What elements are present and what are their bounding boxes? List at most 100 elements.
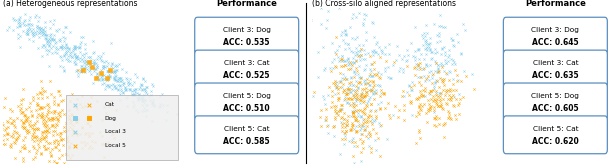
Point bbox=[336, 121, 346, 124]
Point bbox=[41, 139, 51, 142]
Point bbox=[334, 114, 343, 116]
Point bbox=[116, 99, 125, 102]
Point bbox=[340, 60, 349, 62]
Point bbox=[133, 98, 143, 101]
Point bbox=[461, 75, 471, 78]
Point bbox=[75, 46, 84, 48]
Point bbox=[59, 54, 69, 57]
Point bbox=[12, 117, 22, 120]
Point bbox=[116, 77, 125, 80]
Point bbox=[373, 83, 382, 86]
Point bbox=[2, 133, 12, 135]
Point bbox=[358, 23, 368, 26]
Point bbox=[341, 93, 351, 95]
Point bbox=[33, 46, 43, 49]
Point bbox=[389, 113, 398, 116]
Point bbox=[41, 148, 51, 151]
Point bbox=[99, 61, 109, 63]
Point bbox=[140, 99, 149, 102]
Point bbox=[401, 48, 411, 51]
Point bbox=[32, 104, 42, 107]
Point bbox=[64, 118, 74, 121]
Point bbox=[361, 0, 371, 3]
Point bbox=[72, 118, 81, 121]
Point bbox=[45, 20, 54, 23]
Point bbox=[104, 73, 114, 76]
Point bbox=[414, 105, 424, 108]
Point bbox=[43, 103, 53, 106]
Point bbox=[367, 49, 376, 52]
Point bbox=[343, 114, 353, 117]
Point bbox=[44, 127, 54, 130]
Point bbox=[410, 50, 420, 52]
Point bbox=[32, 116, 42, 118]
Point bbox=[17, 125, 27, 128]
Point bbox=[335, 109, 345, 111]
Point bbox=[351, 98, 361, 101]
Point bbox=[77, 58, 87, 60]
Point bbox=[40, 33, 50, 35]
Point bbox=[351, 131, 360, 134]
Point bbox=[45, 118, 55, 121]
Point bbox=[76, 70, 86, 72]
Point bbox=[70, 44, 80, 47]
Point bbox=[0, 143, 9, 145]
Point bbox=[50, 103, 59, 106]
Point bbox=[97, 79, 107, 82]
Point bbox=[424, 91, 434, 94]
Point bbox=[38, 29, 48, 32]
Point bbox=[2, 137, 12, 140]
Point bbox=[341, 92, 351, 95]
Point bbox=[61, 51, 71, 54]
Point bbox=[334, 45, 343, 47]
Point bbox=[431, 114, 441, 117]
Point bbox=[355, 129, 365, 132]
Point bbox=[346, 90, 356, 93]
Point bbox=[56, 46, 65, 48]
Point bbox=[116, 93, 125, 95]
Point bbox=[340, 33, 349, 36]
Point bbox=[45, 79, 54, 82]
Point bbox=[48, 117, 58, 119]
Point bbox=[384, 53, 394, 56]
Point bbox=[62, 139, 72, 142]
Point bbox=[53, 142, 63, 145]
Point bbox=[64, 60, 73, 63]
Point bbox=[355, 94, 365, 97]
Point bbox=[438, 89, 448, 91]
Point bbox=[72, 55, 82, 58]
Point bbox=[89, 63, 99, 66]
Point bbox=[69, 105, 79, 107]
Point bbox=[6, 142, 16, 145]
Point bbox=[137, 110, 147, 113]
Point bbox=[102, 70, 112, 73]
Point bbox=[45, 38, 54, 40]
Point bbox=[24, 33, 34, 35]
Point bbox=[42, 115, 51, 118]
Point bbox=[57, 46, 67, 48]
Point bbox=[438, 63, 448, 66]
Point bbox=[42, 53, 52, 56]
Point bbox=[139, 110, 149, 113]
Point bbox=[62, 135, 72, 138]
Point bbox=[56, 132, 65, 134]
Point bbox=[432, 51, 442, 53]
Point bbox=[51, 145, 61, 148]
Point bbox=[31, 128, 41, 130]
Point bbox=[371, 118, 381, 121]
Point bbox=[435, 77, 445, 79]
Point bbox=[335, 108, 345, 110]
Point bbox=[39, 136, 48, 138]
Point bbox=[431, 82, 441, 84]
Point bbox=[337, 60, 347, 63]
Point bbox=[340, 29, 350, 31]
Point bbox=[348, 84, 358, 86]
Point bbox=[382, 138, 392, 141]
Point bbox=[134, 95, 144, 98]
Point bbox=[367, 88, 377, 91]
Point bbox=[420, 94, 430, 97]
Point bbox=[354, 81, 364, 84]
Point bbox=[370, 90, 379, 93]
Point bbox=[73, 121, 83, 124]
Point bbox=[72, 55, 81, 58]
